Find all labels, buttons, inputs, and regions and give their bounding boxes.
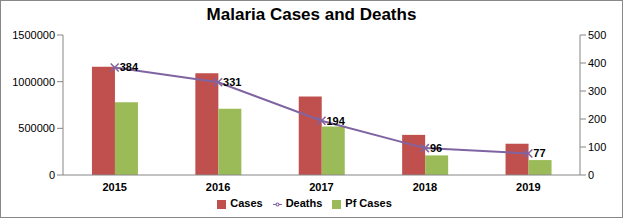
- svg-text:200: 200: [588, 113, 606, 125]
- html-text:Pf Cases: Pf Cases: [345, 197, 392, 209]
- html-text:Malaria Cases and Deaths: Malaria Cases and Deaths: [206, 5, 417, 24]
- svg-text:500000: 500000: [18, 122, 55, 134]
- svg-text:96: 96: [430, 142, 442, 154]
- svg-text:194: 194: [327, 115, 346, 127]
- html-text:Cases: Cases: [230, 197, 263, 209]
- html-text:Deaths: Deaths: [285, 197, 323, 209]
- svg-text:400: 400: [588, 57, 606, 69]
- svg-text:100: 100: [588, 141, 606, 153]
- svg-text:77: 77: [533, 147, 545, 159]
- svg-text:331: 331: [223, 76, 241, 88]
- svg-text:0: 0: [588, 169, 594, 181]
- svg-text:500: 500: [588, 29, 606, 41]
- svg-text:384: 384: [120, 61, 139, 73]
- svg-text:2017: 2017: [309, 181, 333, 193]
- svg-text:2015: 2015: [102, 181, 126, 193]
- svg-text:2016: 2016: [206, 181, 230, 193]
- svg-text:2018: 2018: [413, 181, 437, 193]
- svg-text:2019: 2019: [516, 181, 540, 193]
- svg-text:300: 300: [588, 85, 606, 97]
- svg-text:0: 0: [49, 169, 55, 181]
- svg-text:1500000: 1500000: [12, 29, 55, 41]
- svg-text:1000000: 1000000: [12, 76, 55, 88]
